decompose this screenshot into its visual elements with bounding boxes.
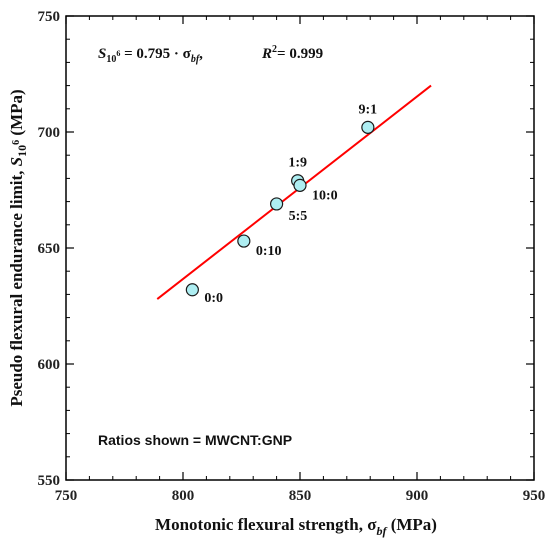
y-axis-title: Pseudo flexural endurance limit, S106 (M… <box>7 89 29 406</box>
point-label: 5:5 <box>289 209 308 224</box>
data-point <box>293 178 307 192</box>
fit-line <box>156 84 432 300</box>
data-point <box>237 234 251 248</box>
x-tick-label: 950 <box>523 488 546 504</box>
x-tick-label: 850 <box>289 488 312 504</box>
x-tick-label: 800 <box>172 488 195 504</box>
y-tick-label: 650 <box>38 241 61 257</box>
r-squared-annotation: R2= 0.999 <box>261 44 323 62</box>
y-tick-label: 750 <box>38 9 61 25</box>
y-tick-label: 600 <box>38 357 61 373</box>
point-label: 1:9 <box>288 156 307 171</box>
x-tick-label: 750 <box>55 488 78 504</box>
point-label: 10:0 <box>312 188 338 203</box>
data-point <box>270 197 284 211</box>
equation-annotation: S106 = 0.795 · σbf, <box>98 46 203 65</box>
ratio-note: Ratios shown = MWCNT:GNP <box>98 432 292 448</box>
data-point <box>185 283 199 297</box>
point-label: 9:1 <box>359 102 378 117</box>
x-axis-title: Monotonic flexural strength, σbf (MPa) <box>155 515 437 538</box>
data-point <box>361 120 375 134</box>
plot-frame <box>65 15 535 481</box>
point-label: 0:10 <box>256 244 282 259</box>
y-tick-label: 550 <box>38 473 61 489</box>
point-label: 0:0 <box>204 291 223 306</box>
x-tick-label: 900 <box>406 488 429 504</box>
y-tick-label: 700 <box>38 125 61 141</box>
